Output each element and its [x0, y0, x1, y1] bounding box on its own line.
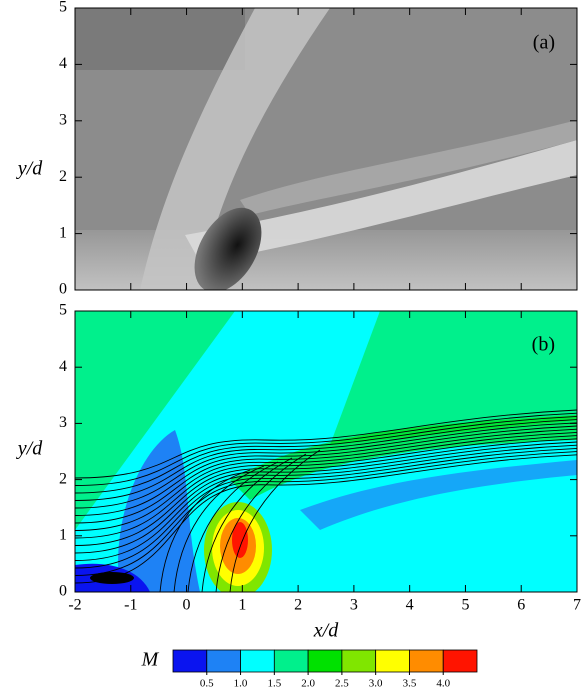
- y-tick-label: 4: [59, 55, 67, 72]
- y-tick-label: 0: [59, 583, 67, 600]
- colorbar-swatch: [206, 649, 241, 673]
- streamline: [75, 412, 577, 486]
- x-axis-label: x/d: [313, 620, 339, 642]
- colorbar-swatch: [341, 649, 377, 673]
- streamline: [75, 454, 577, 584]
- colorbar-tick-label: 4.0: [436, 678, 450, 690]
- x-tick-label: -2: [68, 597, 81, 614]
- streamline: [159, 469, 251, 592]
- y-axis-label: y/d: [16, 158, 43, 180]
- streamline: [173, 465, 265, 592]
- streamlines: [75, 409, 577, 592]
- panel-label: (b): [532, 334, 555, 356]
- streamline: [75, 441, 577, 554]
- x-tick-label: 6: [517, 597, 525, 614]
- panel-b-field: [75, 311, 577, 592]
- colorbar-swatch: [409, 649, 444, 673]
- panel-label: (a): [533, 32, 555, 54]
- x-tick-label: 4: [406, 597, 414, 614]
- x-tick-label: 1: [238, 597, 246, 614]
- colorbar-swatch: [172, 649, 208, 673]
- colorbar-tick-label: 1.0: [234, 678, 248, 690]
- streamline: [75, 415, 577, 494]
- y-axis-label: y/d: [16, 438, 43, 460]
- streamline: [75, 422, 577, 509]
- panel-a-frame: [74, 7, 578, 291]
- streamline: [75, 447, 577, 569]
- y-tick-label: 0: [59, 281, 67, 298]
- colorbar-swatch: [307, 649, 343, 673]
- streamline: [75, 431, 577, 531]
- streamline: [75, 419, 577, 501]
- colorbar-tick-label: 3.0: [369, 678, 383, 690]
- colorbar-swatch: [442, 649, 478, 673]
- streamline: [215, 453, 307, 592]
- y-tick-label: 2: [59, 168, 67, 185]
- y-tick-label: 3: [59, 111, 67, 128]
- y-tick-label: 5: [59, 0, 67, 16]
- x-tick-label: 3: [350, 597, 358, 614]
- y-tick-label: 5: [59, 302, 67, 319]
- colorbar-tick-label: 0.5: [200, 678, 214, 690]
- y-tick-label: 1: [59, 526, 67, 543]
- streamline: [187, 461, 279, 592]
- colorbar-tick-label: 1.5: [267, 678, 281, 690]
- x-tick-label: -1: [124, 597, 137, 614]
- streamline: [229, 449, 321, 592]
- colorbar-swatch: [240, 649, 275, 673]
- streamline: [75, 409, 577, 479]
- x-tick-label: 5: [461, 597, 469, 614]
- colorbar-tick-label: 2.0: [301, 678, 315, 690]
- streamline: [75, 428, 577, 524]
- y-tick-label: 3: [59, 414, 67, 431]
- streamline: [201, 457, 293, 592]
- colorbar-label: M: [141, 649, 160, 671]
- streamline: [75, 425, 577, 516]
- colorbar-swatch: [375, 649, 410, 673]
- x-tick-label: 7: [573, 597, 581, 614]
- panel-a-field: [75, 8, 577, 290]
- x-tick-label: 2: [294, 597, 302, 614]
- colorbar-swatch: [273, 649, 309, 673]
- streamline: [75, 451, 577, 576]
- y-tick-label: 4: [59, 358, 67, 375]
- colorbar-tick-label: 2.5: [335, 678, 349, 690]
- streamline: [75, 435, 577, 539]
- colorbar-tick-label: 3.5: [403, 678, 417, 690]
- y-tick-label: 1: [59, 224, 67, 241]
- panel-b-frame: [74, 310, 578, 593]
- x-tick-label: 0: [183, 597, 191, 614]
- y-tick-label: 2: [59, 470, 67, 487]
